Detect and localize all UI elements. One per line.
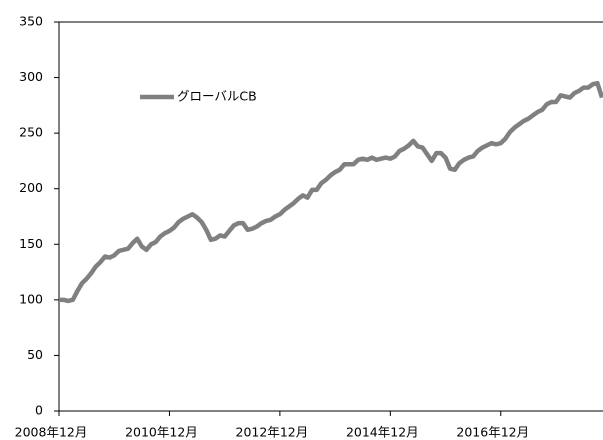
x-tick-label: 2008年12月 [15, 425, 88, 440]
y-tick-label: 300 [19, 69, 43, 84]
x-tick-label: 2014年12月 [346, 425, 419, 440]
y-tick-label: 100 [19, 291, 43, 306]
y-tick-label: 0 [35, 403, 43, 418]
y-tick-label: 50 [27, 347, 43, 362]
legend-label: グローバルCB [177, 89, 257, 104]
x-tick-label: 2012年12月 [236, 425, 309, 440]
y-tick-label: 350 [19, 14, 43, 29]
y-tick-label: 200 [19, 180, 43, 195]
x-tick-label: 2010年12月 [125, 425, 198, 440]
series-line [59, 80, 603, 304]
y-tick-label: 250 [19, 125, 43, 140]
x-tick-label: 2016年12月 [456, 425, 529, 440]
y-tick-label: 150 [19, 236, 43, 251]
